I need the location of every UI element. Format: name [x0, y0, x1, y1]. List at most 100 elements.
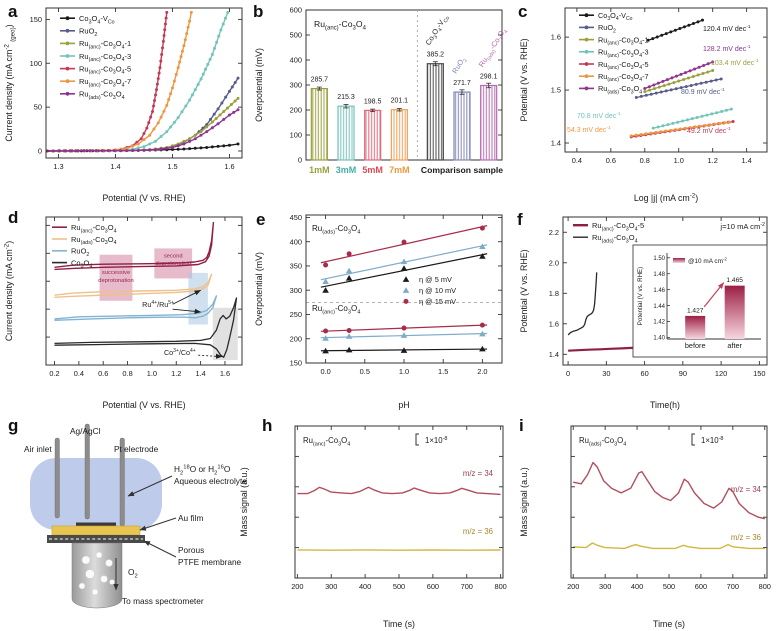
series-marker — [644, 93, 648, 97]
inset-y-tick: 1.46 — [653, 288, 665, 294]
series-marker — [322, 278, 329, 284]
series-marker — [159, 115, 163, 119]
x-tick-label: 1.5 — [438, 367, 448, 376]
series-marker — [323, 262, 329, 268]
gas-bubble — [109, 579, 115, 585]
series-marker — [199, 130, 203, 134]
series-marker — [182, 44, 186, 48]
panel-letter-b: b — [253, 2, 264, 21]
series-marker — [214, 117, 218, 121]
y-axis-label: Potential (V vs. RHE) — [519, 38, 529, 121]
series-marker — [161, 39, 165, 43]
series-marker — [236, 76, 240, 80]
series-marker — [157, 71, 161, 75]
x-tick-label: 0.8 — [122, 369, 132, 378]
series-marker — [634, 95, 638, 99]
series-marker — [188, 19, 192, 23]
chart-i: 200 300 400 500 600 700 800 Time (s) Mass signal… — [519, 425, 771, 629]
series-marker — [401, 325, 407, 331]
series-marker — [188, 98, 192, 102]
series-marker — [152, 104, 156, 108]
inset-bar-category: before — [685, 341, 706, 350]
series-line-3 — [47, 12, 229, 152]
series-marker — [174, 72, 178, 76]
y-tick-label: 300 — [290, 286, 302, 295]
series-marker — [139, 137, 143, 141]
series-marker — [643, 90, 647, 94]
inset-y-tick: 1.48 — [653, 272, 665, 278]
series-marker — [226, 106, 230, 110]
annotation: Ru(anc)-Co3O4 — [303, 436, 350, 447]
x-tick-label: 300 — [325, 582, 337, 591]
bar — [310, 87, 328, 161]
inset-y-tick: 1.42 — [653, 320, 665, 326]
legend-label: Ru(anc)-Co3O4-5 — [598, 60, 649, 71]
series-marker — [217, 34, 221, 38]
y-axis-label: Mass signal (a.u.) — [519, 467, 529, 536]
series-marker — [169, 125, 173, 129]
series-marker — [697, 65, 701, 69]
series-marker — [651, 37, 655, 41]
legend-label: Ru(anc)-Co3O4-1 — [79, 39, 131, 50]
series-marker — [665, 78, 669, 82]
bar — [337, 105, 355, 161]
series-marker — [671, 121, 675, 125]
x-tick-label: 90 — [679, 369, 687, 378]
series-marker — [136, 142, 140, 146]
scale-bracket — [691, 433, 695, 446]
legend-label: Ru(anc)-Co3O4 — [71, 223, 117, 234]
legend-label: Ru(anc)-Co3O4-1 — [598, 35, 649, 46]
series-marker — [182, 147, 186, 151]
series-marker — [691, 75, 695, 79]
x-tick-label: 300 — [599, 582, 611, 591]
series-marker — [724, 108, 728, 112]
series-marker — [679, 72, 683, 76]
series-line-1 — [573, 542, 765, 550]
series-marker — [402, 276, 410, 282]
series-marker — [216, 122, 220, 126]
schematic-label: H218O or H216O — [174, 464, 231, 476]
series-marker — [156, 121, 160, 125]
x-tick-label: 1.2 — [171, 369, 181, 378]
x-tick-label: 800 — [494, 582, 506, 591]
series-marker — [672, 81, 676, 85]
legend-swatch-dot — [65, 54, 70, 58]
annotation: deprotonation — [155, 261, 190, 267]
series-marker — [647, 85, 651, 89]
series-marker — [223, 16, 227, 20]
y-tick-label: 100 — [290, 131, 302, 140]
schematic-label: Pt electrode — [114, 444, 159, 454]
x-tick-label: 400 — [359, 582, 371, 591]
series-marker — [125, 146, 129, 150]
series-marker — [227, 143, 231, 147]
bar — [364, 109, 382, 161]
series-marker — [400, 332, 408, 338]
annotation: 128.2 mV dec-1 — [703, 44, 751, 53]
bar-value: 215.3 — [337, 94, 355, 101]
gas-bubble — [85, 569, 95, 579]
axis-frame — [294, 425, 504, 579]
series-marker — [162, 109, 166, 113]
series-line-0 — [573, 461, 765, 520]
chart-f: 0 30 60 90 120 150 1.4 1.6 1.8 2.0 2.2 Time(h) Poten… — [519, 216, 768, 410]
series-marker — [100, 149, 104, 153]
series-marker — [210, 126, 214, 130]
series-marker — [654, 91, 658, 95]
series-marker — [403, 298, 409, 304]
x-tick-label: 0.0 — [320, 367, 330, 376]
series-marker — [227, 89, 231, 93]
series-marker — [188, 139, 192, 143]
series-marker — [479, 253, 486, 259]
legend-label: Ru(ads)-Co3O4 — [592, 233, 638, 244]
series-marker — [713, 122, 717, 126]
series-marker — [401, 239, 407, 245]
chart-d: 0.2 0.4 0.6 0.8 1.0 1.2 1.4 1.6 Potential (V vs.… — [3, 216, 243, 410]
series-marker — [646, 38, 650, 42]
annotation: j=10 mA cm-2 — [719, 222, 765, 231]
x-tick-label: 60 — [640, 369, 648, 378]
legend-label: Ru(anc)-Co3O4-7 — [79, 77, 131, 88]
series-marker — [236, 96, 240, 100]
series-marker — [229, 102, 233, 106]
series-marker — [629, 134, 633, 138]
series-marker — [222, 144, 226, 148]
